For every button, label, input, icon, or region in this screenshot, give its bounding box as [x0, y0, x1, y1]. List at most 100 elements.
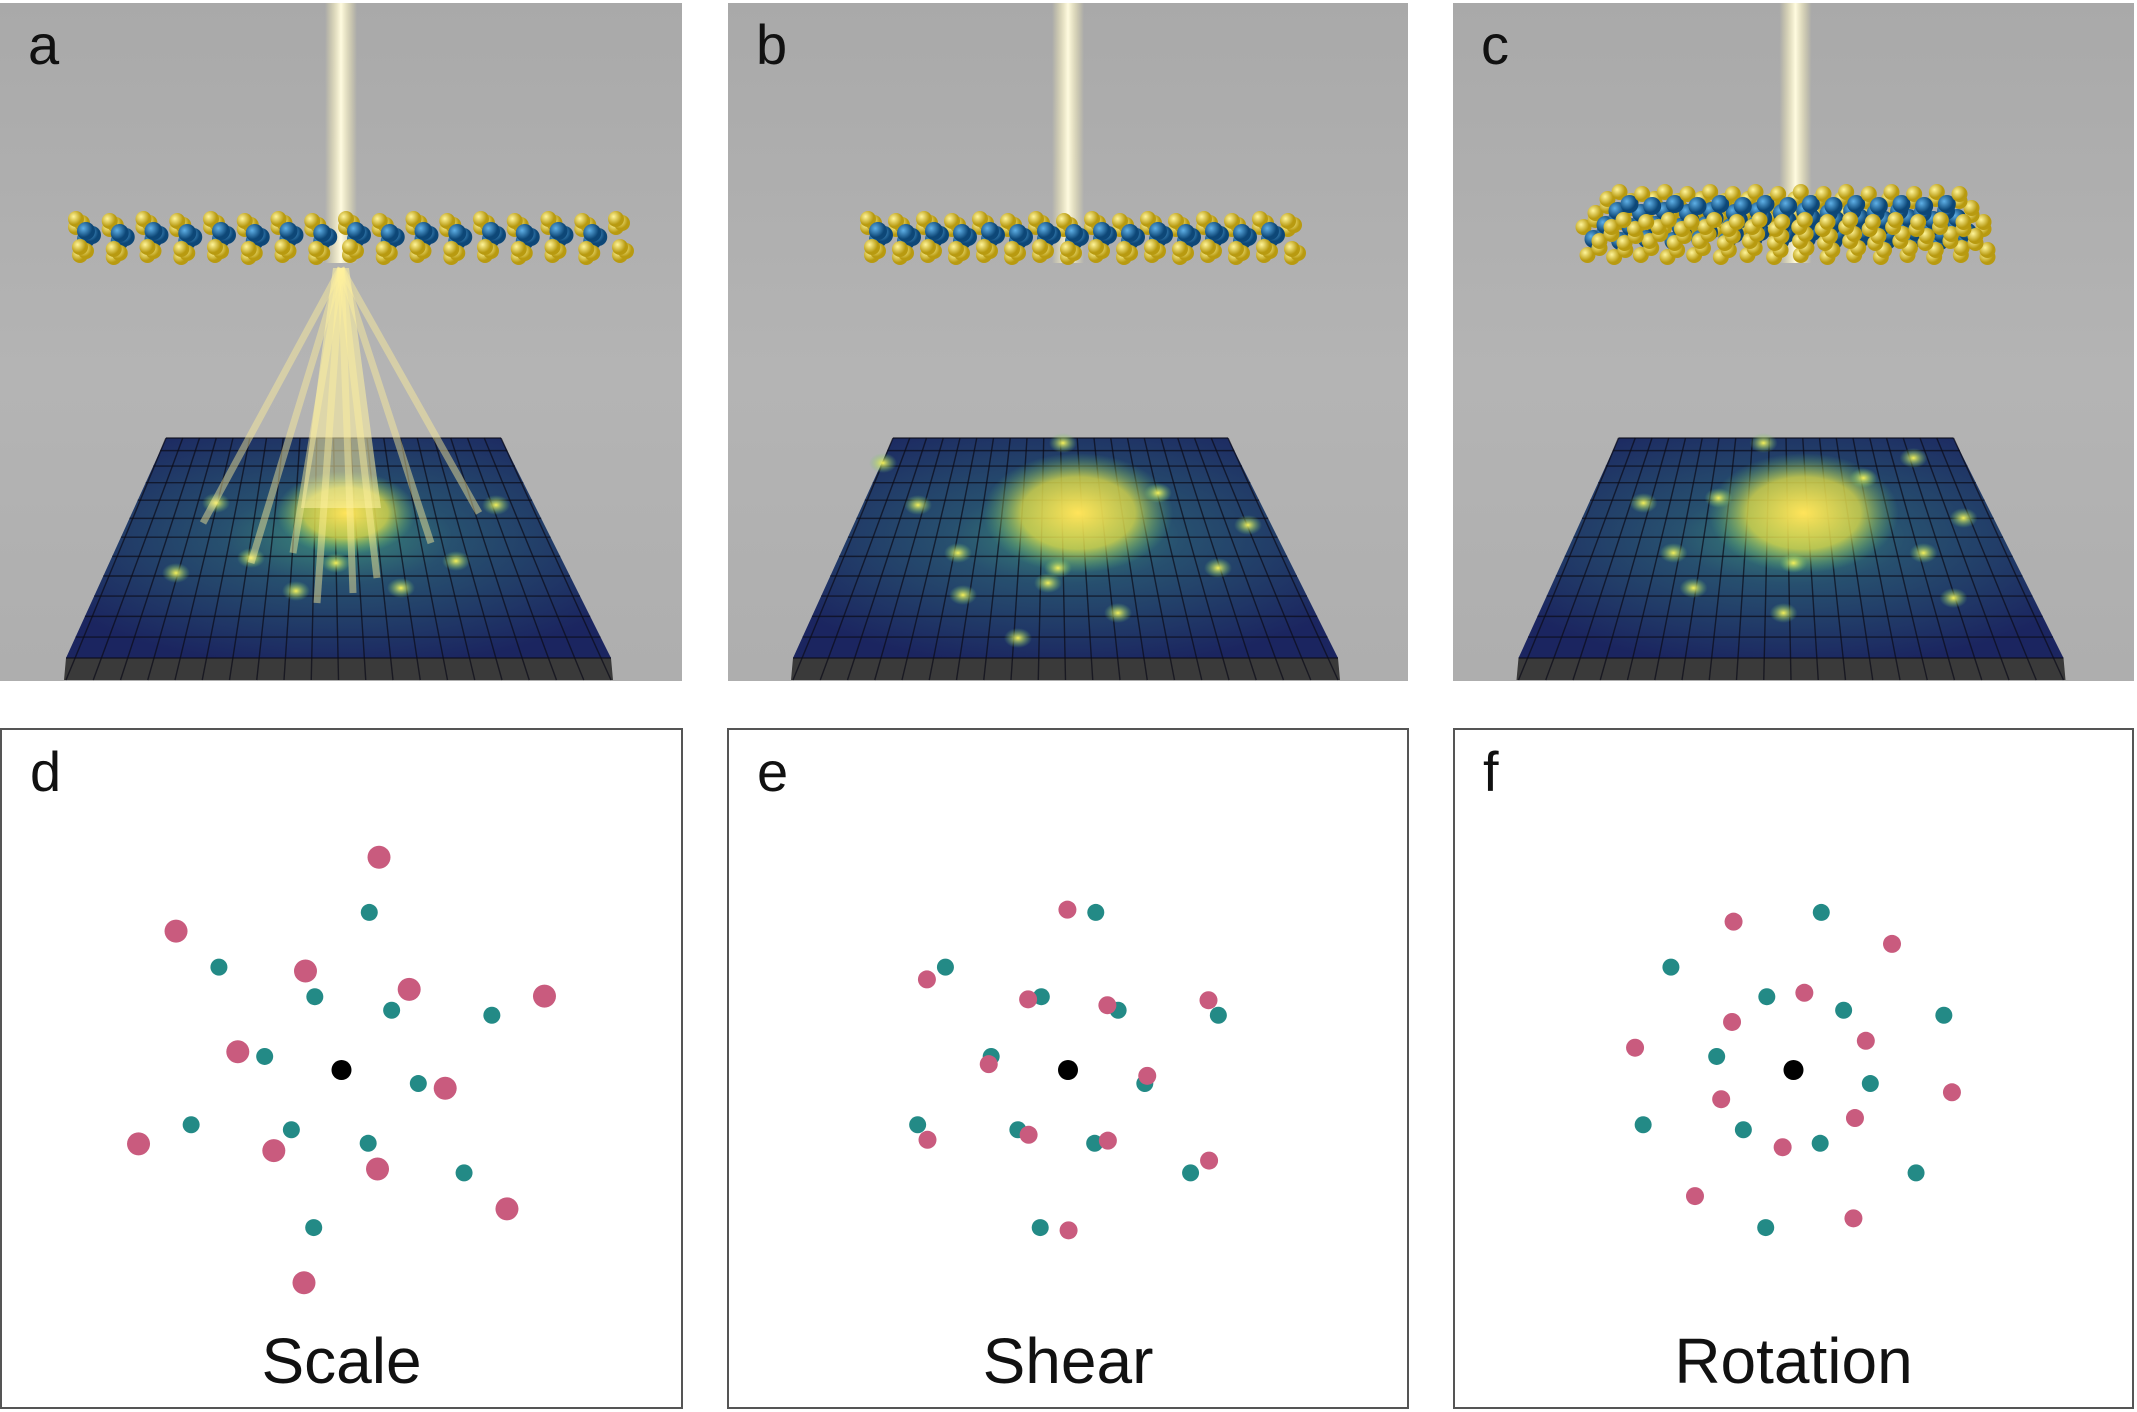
metal-atom [1688, 197, 1707, 215]
scene-b [791, 3, 1340, 681]
panel-caption: Rotation [1674, 1325, 1913, 1397]
sulfur-atom [1928, 184, 1945, 200]
transformed-spot [292, 1271, 316, 1295]
metal-atom [1711, 195, 1730, 213]
sulfur-atom [1932, 212, 1949, 228]
diffraction-spot [869, 453, 897, 473]
grid-line [466, 437, 558, 681]
sulfur-atom [948, 241, 964, 257]
spots-d [127, 845, 556, 1295]
sulfur-atom [338, 211, 354, 227]
panel-b: b [728, 3, 1408, 681]
grid-line [1919, 437, 2010, 681]
center-spot [331, 1060, 352, 1080]
transformed-spot [1844, 1209, 1863, 1228]
diffraction-spot [904, 495, 932, 515]
sulfur-atom [477, 239, 493, 255]
metal-atom [1177, 224, 1195, 242]
atomic-lattice [68, 211, 634, 265]
sulfur-atom [1196, 211, 1212, 227]
transmitted-beam [301, 268, 381, 508]
sulfur-atom [1955, 214, 1972, 230]
sulfur-atom [1774, 214, 1791, 230]
grid-line [1572, 437, 1653, 681]
metal-atom [245, 224, 264, 242]
reference-spot [1708, 1047, 1726, 1065]
reference-spot [1907, 1164, 1925, 1182]
diffraction-spot [1104, 603, 1132, 623]
grid-line [283, 437, 301, 681]
panel-f: f Rotation [1453, 728, 2134, 1409]
sulfur-atom [270, 211, 287, 227]
sulfur-atom [1656, 184, 1673, 200]
transformed-spot [1058, 900, 1077, 919]
sulfur-atom [1004, 241, 1020, 257]
sulfur-atom [1792, 184, 1809, 200]
metal-atom [414, 222, 433, 240]
grid-line [1952, 437, 2065, 681]
metal-atom [347, 222, 365, 240]
sulfur-atom [612, 239, 628, 255]
transformed-spot [1883, 934, 1902, 953]
sulfur-atom [1591, 233, 1608, 249]
sulfur-atom [1724, 186, 1741, 202]
sulfur-atom [342, 239, 358, 255]
grid-line [1902, 437, 1983, 681]
sulfur-atom [274, 239, 291, 255]
grid-line [256, 437, 284, 681]
grid-line [1626, 437, 1687, 681]
diffraction-spot [1049, 433, 1077, 453]
panel-c: c [1453, 3, 2134, 681]
transformed-spot [918, 1130, 937, 1149]
sulfur-atom [139, 239, 156, 255]
sulfur-atom [240, 241, 257, 257]
transformed-spot [1942, 1083, 1961, 1102]
sulfur-atom [972, 211, 988, 227]
sulfur-atom [304, 213, 321, 229]
sulfur-atom [540, 211, 557, 227]
grid-line [901, 437, 961, 681]
metal-atom [1149, 222, 1167, 240]
diffraction-spot [1234, 515, 1262, 535]
transformed-spot [1098, 1131, 1117, 1150]
sulfur-atom [173, 241, 190, 257]
metal-atom [1065, 224, 1083, 242]
transformed-spot [1856, 1031, 1875, 1050]
grid-line [500, 437, 612, 681]
metal-atom [1665, 195, 1684, 213]
panel-e: e Shear [727, 728, 1409, 1409]
grid-line [1210, 437, 1312, 681]
transformed-spot [1626, 1038, 1645, 1057]
sulfur-atom [169, 213, 186, 229]
sulfur-atom [236, 213, 253, 229]
sulfur-atom [1910, 214, 1927, 230]
reference-spot [1811, 1134, 1829, 1152]
sulfur-atom [920, 239, 936, 255]
diffraction-spot [1004, 628, 1032, 648]
metal-atom [1915, 197, 1934, 215]
diffracted-beam [337, 266, 483, 515]
metal-atom [77, 222, 95, 240]
metal-atom [482, 222, 500, 240]
sulfur-atom [976, 239, 992, 255]
sulfur-atom [1751, 212, 1768, 228]
sulfur-atom [1951, 186, 1968, 202]
grid-line [874, 437, 944, 681]
grid-line [450, 437, 530, 681]
transformed-spot [1138, 1066, 1157, 1085]
reference-spot [1662, 958, 1680, 976]
grid-line [955, 437, 995, 681]
panel-caption: Scale [261, 1325, 422, 1397]
panel-d: d Scale [0, 728, 683, 1409]
diffraction-spot [1749, 433, 1778, 453]
sulfur-atom [1963, 200, 1980, 216]
metal-atom [1847, 195, 1866, 213]
metal-atom [380, 224, 399, 242]
diffraction-spot [202, 493, 230, 513]
sulfur-atom [375, 241, 392, 257]
diffraction-spot [949, 585, 977, 605]
spots-e [909, 900, 1227, 1240]
transformed-spot [366, 1157, 390, 1181]
reference-spot [409, 1075, 427, 1093]
diffraction-spot [1704, 488, 1733, 508]
